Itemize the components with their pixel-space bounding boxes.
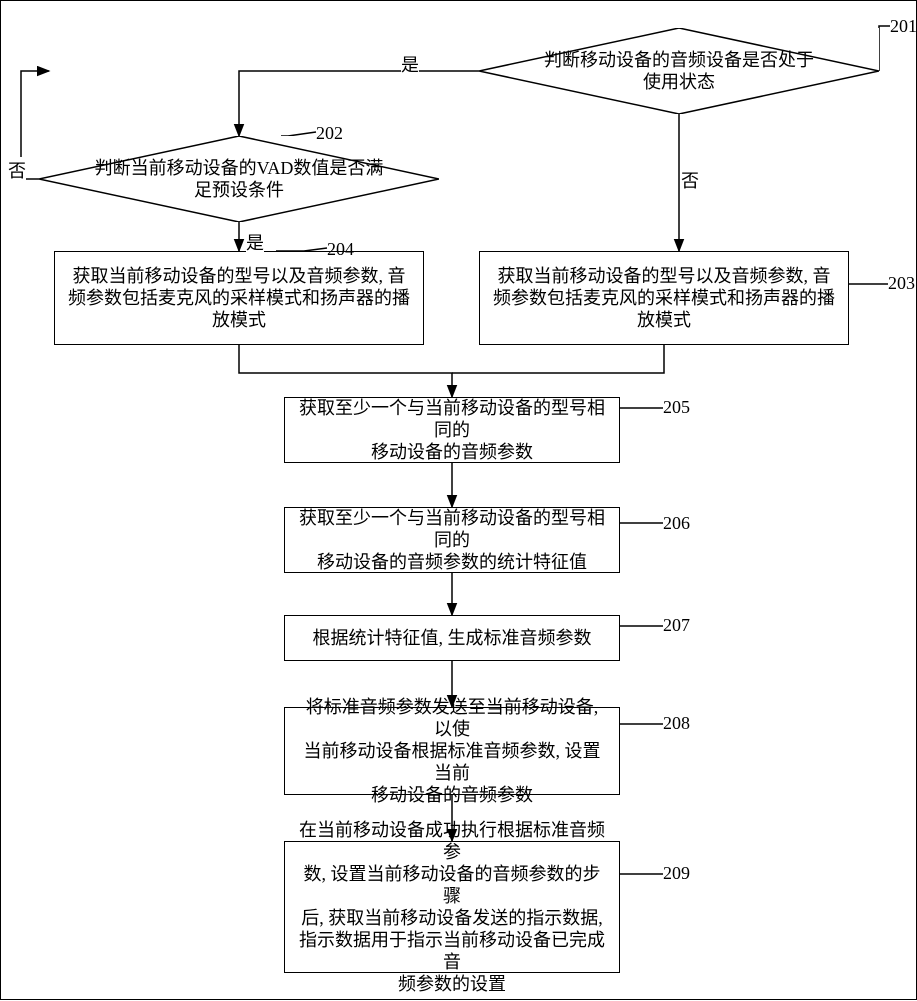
node-text: 获取当前移动设备的型号以及音频参数, 音 频参数包括麦克风的采样模式和扬声器的播… — [493, 265, 835, 331]
step-number-n204: 204 — [327, 239, 354, 260]
node-text: 根据统计特征值, 生成标准音频参数 — [313, 627, 592, 649]
branch-label-yes1: 是 — [401, 51, 419, 77]
node-n201: 判断移动设备的音频设备是否处于 使用状态 — [479, 28, 879, 114]
step-number-n207: 207 — [663, 615, 690, 636]
node-text: 获取至少一个与当前移动设备的型号相同的 移动设备的音频参数 — [297, 397, 607, 463]
step-number-n203: 203 — [888, 273, 915, 294]
edge-e203B-205T — [452, 345, 664, 373]
step-number-n208: 208 — [663, 713, 690, 734]
branch-label-no1: 否 — [681, 167, 699, 193]
node-n208: 将标准音频参数发送至当前移动设备, 以使 当前移动设备根据标准音频参数, 设置当… — [284, 707, 620, 795]
node-n202: 判断当前移动设备的VAD数值是否满 足预设条件 — [39, 136, 439, 222]
branch-label-yes2: 是 — [246, 229, 264, 255]
node-text: 判断当前移动设备的VAD数值是否满 足预设条件 — [95, 157, 384, 201]
node-n204: 获取当前移动设备的型号以及音频参数, 音 频参数包括麦克风的采样模式和扬声器的播… — [54, 251, 424, 345]
node-n207: 根据统计特征值, 生成标准音频参数 — [284, 615, 620, 661]
flowchart-canvas: 判断移动设备的音频设备是否处于 使用状态 201 判断当前移动设备的VAD数值是否满… — [0, 0, 917, 1000]
step-number-n205: 205 — [663, 397, 690, 418]
node-text: 在当前移动设备成功执行根据标准音频参 数, 设置当前移动设备的音频参数的步骤 后… — [297, 819, 607, 995]
node-text: 判断移动设备的音频设备是否处于 使用状态 — [544, 49, 814, 93]
step-number-n202: 202 — [316, 123, 343, 144]
branch-label-no2: 否 — [8, 157, 26, 183]
edge-lead201 — [879, 26, 890, 71]
step-number-n206: 206 — [663, 513, 690, 534]
step-number-n209: 209 — [663, 863, 690, 884]
node-n205: 获取至少一个与当前移动设备的型号相同的 移动设备的音频参数 — [284, 397, 620, 463]
step-number-n201: 201 — [890, 16, 917, 37]
node-n206: 获取至少一个与当前移动设备的型号相同的 移动设备的音频参数的统计特征值 — [284, 507, 620, 573]
node-text: 获取当前移动设备的型号以及音频参数, 音 频参数包括麦克风的采样模式和扬声器的播… — [68, 265, 410, 331]
edge-e201L-202T — [239, 71, 479, 136]
node-text: 获取至少一个与当前移动设备的型号相同的 移动设备的音频参数的统计特征值 — [297, 507, 607, 573]
edge-e204B-205T — [239, 345, 452, 397]
node-n203: 获取当前移动设备的型号以及音频参数, 音 频参数包括麦克风的采样模式和扬声器的播… — [479, 251, 849, 345]
node-n209: 在当前移动设备成功执行根据标准音频参 数, 设置当前移动设备的音频参数的步骤 后… — [284, 841, 620, 973]
node-text: 将标准音频参数发送至当前移动设备, 以使 当前移动设备根据标准音频参数, 设置当… — [297, 696, 607, 806]
